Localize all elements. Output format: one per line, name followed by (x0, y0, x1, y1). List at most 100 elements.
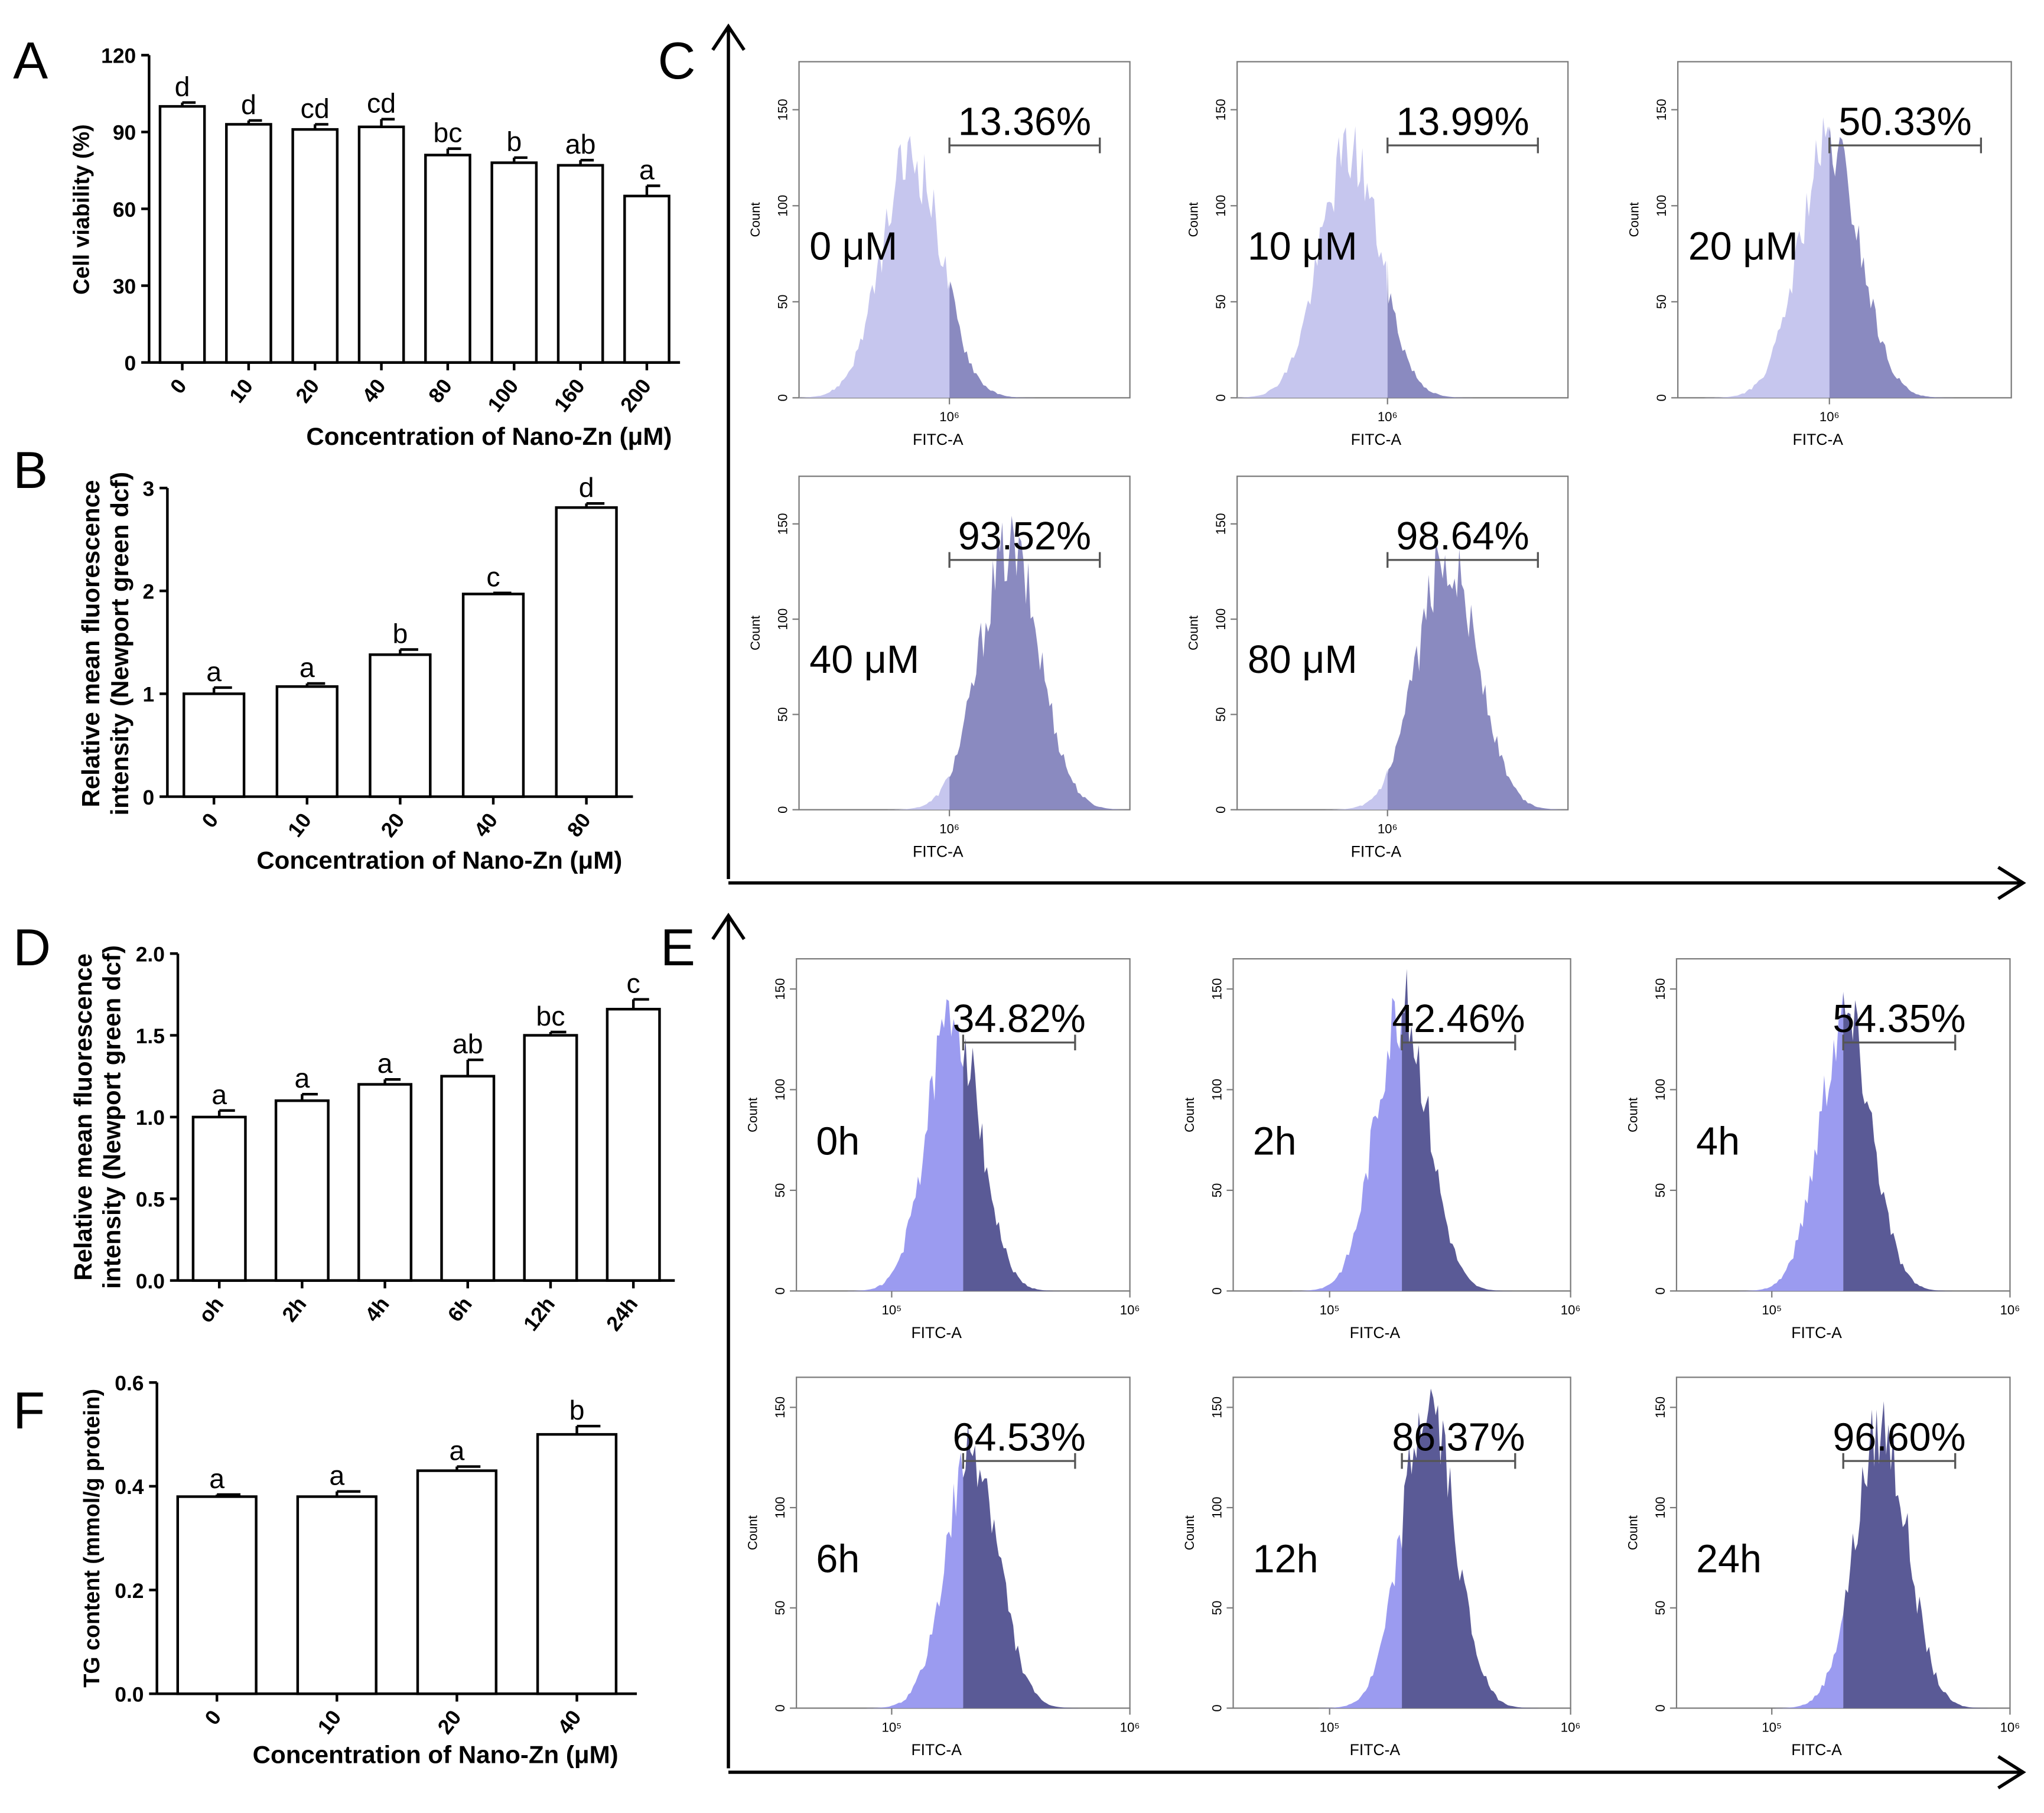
y-tick-label: 0 (1210, 1287, 1225, 1294)
condition-label: 0h (816, 1119, 860, 1163)
y-tick-label: 50 (776, 295, 790, 310)
bar (369, 653, 432, 798)
bar (274, 1099, 330, 1282)
bar (225, 123, 272, 364)
x-tick-label: 100 (483, 375, 523, 416)
panel-label-c: C (658, 31, 695, 90)
significance-letter: a (300, 652, 315, 683)
y-axis-label: Count (1627, 202, 1642, 237)
y-tick-label: 50 (773, 1600, 787, 1615)
x-tick-label: 10⁵ (882, 1720, 902, 1734)
y-axis-label: Relative mean fluorescence (77, 480, 105, 808)
y-axis-label: Count (746, 1098, 760, 1132)
significance-letter: c (486, 562, 500, 593)
y-axis-label: intensity (Newport green dcf) (98, 945, 126, 1289)
y-tick-label: 150 (1653, 978, 1668, 1000)
y-tick-label: 100 (1210, 1079, 1225, 1101)
x-axis-label: FITC-A (913, 431, 964, 448)
significance-letter: d (579, 472, 594, 503)
y-tick-label: 2 (143, 580, 155, 604)
condition-label: 40 μM (809, 638, 919, 682)
y-axis-label: Relative mean fluorescence (69, 953, 97, 1281)
bar-panel-a: 0 30 60 90 120 d 0 d 10 cd 20 cd 40 bc 80 b 100 ab 160 a 200… (69, 44, 681, 450)
x-tick-label: 10 (224, 375, 258, 408)
gate-percentage: 13.99% (1396, 100, 1529, 144)
significance-letter: bc (536, 1001, 565, 1031)
bar (461, 593, 525, 798)
y-tick-label: 30 (113, 275, 136, 298)
x-axis-label: Concentration of Nano-Zn (μM) (256, 846, 622, 874)
plot-frame (796, 958, 1131, 1292)
gate-percentage: 98.64% (1396, 515, 1529, 558)
histogram-positive-region (1843, 1401, 2010, 1708)
x-tick-label: 40 (357, 375, 390, 408)
condition-label: 0 μM (809, 224, 897, 268)
x-tick-label: 10⁶ (1120, 1303, 1140, 1317)
histogram-positive-region (1829, 126, 2012, 398)
y-tick-label: 50 (1654, 295, 1669, 310)
gate-percentage: 34.82% (953, 997, 1086, 1041)
gate-percentage: 96.60% (1833, 1415, 1965, 1459)
frame-axes-c (711, 23, 2026, 900)
y-axis-label: intensity (Newport green dcf) (106, 472, 134, 816)
x-tick-label: 10 (283, 809, 316, 842)
histogram-positive-region (1402, 969, 1571, 1291)
y-tick-label: 100 (776, 195, 790, 217)
histogram-plot: 0 50 100 150 Count 10⁵ 10⁶ FITC-A 96.60% 24h (1626, 1376, 2020, 1759)
histogram-positive-region (963, 1424, 1130, 1708)
y-tick-label: 0.0 (115, 1682, 144, 1706)
histogram-negative-region (1233, 998, 1402, 1291)
y-tick-label: 50 (1210, 1183, 1225, 1198)
y-tick-label: 150 (773, 1397, 787, 1418)
bar-panel-b: 0 1 2 3 a 0 a 10 b 20 c 40 d 80 Concentration of Nano-… (77, 472, 633, 874)
y-tick-label: 50 (1653, 1600, 1668, 1615)
x-tick-label: 10⁵ (1762, 1303, 1782, 1317)
plot-frame (1675, 958, 2011, 1292)
x-tick-label: 10⁶ (1378, 822, 1398, 836)
x-tick-label: 10⁵ (1320, 1303, 1340, 1317)
y-tick-label: 100 (1213, 608, 1228, 630)
frame-arrow-e-up (711, 913, 746, 940)
gate-percentage: 42.46% (1392, 997, 1525, 1041)
x-tick-label: 2h (278, 1293, 311, 1326)
panel-label-e: E (660, 918, 695, 977)
y-tick-label: 0.4 (115, 1475, 144, 1499)
significance-letter: a (639, 154, 655, 185)
bar (556, 164, 604, 364)
y-tick-label: 1 (143, 683, 155, 707)
y-tick-label: 150 (776, 99, 790, 121)
x-axis-label: FITC-A (1350, 1324, 1401, 1342)
bar (296, 1495, 377, 1695)
x-tick-label: 0 (197, 809, 223, 832)
y-tick-label: 0 (773, 1287, 787, 1294)
condition-label: 80 μM (1248, 638, 1358, 682)
significance-letter: c (627, 968, 640, 999)
histogram-plot: 0 50 100 150 Count 10⁵ 10⁶ FITC-A 54.35% 4h (1626, 958, 2020, 1342)
x-axis-label: FITC-A (1350, 1741, 1401, 1759)
frame-axes-e (711, 913, 2026, 1789)
y-tick-label: 150 (1213, 513, 1228, 535)
bar (536, 1433, 618, 1695)
x-tick-label: 10⁶ (1820, 409, 1840, 424)
histogram-negative-region (1678, 117, 1830, 398)
gate-percentage: 64.53% (953, 1415, 1086, 1459)
x-axis-label: FITC-A (1351, 431, 1402, 448)
significance-letter: d (241, 89, 256, 120)
y-axis-label: Count (748, 616, 763, 650)
bar (275, 685, 339, 798)
y-axis-label: Cell viability (%) (69, 124, 94, 295)
histogram-plot: 0 50 100 150 Count 10⁵ 10⁶ FITC-A 86.37% 12h (1182, 1376, 1581, 1759)
significance-letter: cd (367, 88, 396, 119)
histogram-panel-e: 0 50 100 150 Count 10⁵ 10⁶ FITC-A 34.82% 0h 0 50 100… (746, 958, 2020, 1759)
significance-letter: d (175, 71, 190, 102)
histogram-positive-region (1387, 260, 1568, 398)
plot-frame (1232, 958, 1571, 1292)
y-tick-label: 50 (1213, 707, 1228, 722)
condition-label: 10 μM (1248, 224, 1358, 268)
y-tick-label: 0.5 (136, 1188, 165, 1212)
y-axis-label: Count (1182, 1098, 1197, 1132)
x-tick-label: 20 (433, 1705, 466, 1739)
y-tick-label: 50 (776, 707, 790, 722)
significance-letter: b (569, 1395, 585, 1425)
x-tick-label: 40 (553, 1705, 586, 1739)
